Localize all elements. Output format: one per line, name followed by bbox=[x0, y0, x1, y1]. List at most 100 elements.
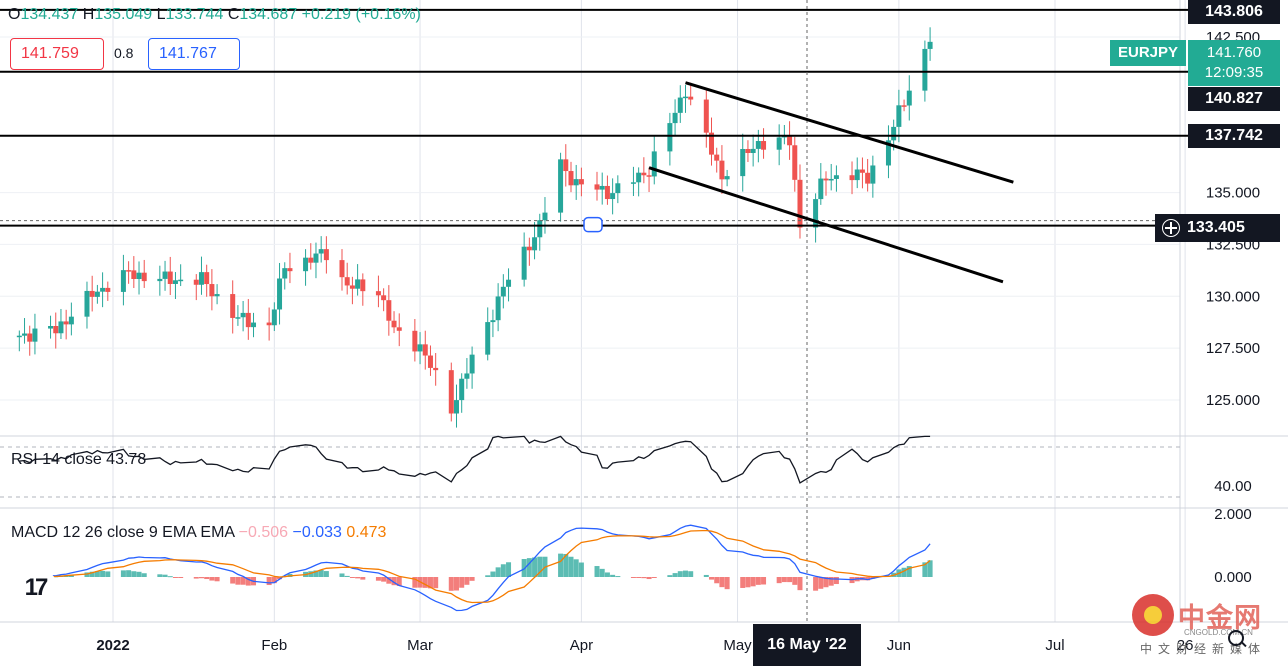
macd-histogram-bar bbox=[100, 570, 106, 577]
price-tick-label: 127.500 bbox=[1206, 340, 1260, 357]
macd-histogram-bar bbox=[526, 558, 532, 577]
candle-body bbox=[641, 172, 647, 176]
candle-body bbox=[27, 333, 33, 342]
macd-histogram-bar bbox=[235, 577, 241, 585]
macd-histogram-bar bbox=[360, 577, 366, 580]
candle-body bbox=[355, 279, 361, 289]
macd-histogram-bar bbox=[719, 577, 725, 588]
macd-tick-label: 2.000 bbox=[1214, 506, 1252, 523]
watermark: 中金网 CNGOLD.COM.CN 中文财经新媒体 bbox=[1132, 594, 1284, 660]
macd-histogram-bar bbox=[615, 576, 621, 578]
tradingview-logo-icon[interactable]: 17 bbox=[12, 570, 58, 606]
candle-body bbox=[787, 135, 793, 146]
last-price-value: 141.760 bbox=[1206, 44, 1262, 61]
rsi-tick-label: 40.00 bbox=[1214, 478, 1252, 495]
candle-body bbox=[240, 312, 246, 318]
macd-histogram-bar bbox=[813, 577, 819, 591]
candle-body bbox=[136, 272, 142, 279]
candle-body bbox=[48, 326, 54, 329]
candle-body bbox=[105, 287, 111, 292]
candle-body bbox=[287, 268, 293, 272]
macd-histogram-bar bbox=[823, 577, 829, 588]
sell-button[interactable]: 141.759 bbox=[10, 38, 104, 70]
macd-tick-label: 0.000 bbox=[1214, 569, 1252, 586]
candle-body bbox=[610, 193, 616, 200]
candle-body bbox=[823, 178, 829, 181]
candle-body bbox=[433, 367, 439, 371]
macd-histogram-bar bbox=[162, 574, 168, 577]
candle-body bbox=[828, 178, 834, 181]
macd-histogram-bar bbox=[787, 577, 793, 583]
candle-body bbox=[178, 279, 184, 282]
candle-body bbox=[896, 105, 902, 127]
candle-body bbox=[558, 159, 564, 213]
candle-body bbox=[506, 279, 512, 287]
candle-body bbox=[636, 172, 642, 183]
candle-body bbox=[469, 354, 475, 374]
macd-histogram-bar bbox=[573, 559, 579, 577]
candle-body bbox=[750, 148, 756, 154]
high-value: 135.049 bbox=[94, 6, 153, 23]
ohlc-legend: O134.437 H135.049 L133.744 C134.687 +0.2… bbox=[8, 6, 421, 23]
candle-body bbox=[927, 41, 933, 49]
candle-body bbox=[532, 237, 538, 251]
macd-histogram-bar bbox=[355, 577, 361, 579]
macd-histogram-bar bbox=[922, 562, 928, 577]
candle-body bbox=[891, 126, 897, 141]
macd-histogram-bar bbox=[230, 577, 236, 584]
candle-body bbox=[313, 253, 319, 263]
rsi-value: 43.78 bbox=[106, 451, 147, 468]
macd-histogram-bar bbox=[714, 577, 720, 584]
time-axis-label: May bbox=[723, 637, 752, 654]
macd-histogram-bar bbox=[172, 577, 178, 578]
candle-body bbox=[526, 246, 532, 251]
macd-histogram-bar bbox=[386, 577, 392, 584]
time-axis-label: Mar bbox=[407, 637, 433, 654]
candle-body bbox=[391, 320, 397, 328]
change-value: +0.219 (+0.16%) bbox=[301, 6, 421, 23]
macd-histogram-bar bbox=[240, 577, 246, 585]
macd-histogram-bar bbox=[422, 577, 428, 588]
macd-histogram-bar bbox=[745, 577, 751, 588]
macd-histogram-bar bbox=[178, 577, 184, 578]
candle-body bbox=[120, 270, 126, 292]
candle-body bbox=[235, 317, 241, 319]
candle-body bbox=[204, 272, 210, 285]
macd-histogram-bar bbox=[703, 574, 709, 577]
candle-body bbox=[58, 321, 64, 334]
candle-body bbox=[885, 140, 891, 166]
buy-button[interactable]: 141.767 bbox=[148, 38, 240, 70]
candle-body bbox=[719, 160, 725, 180]
search-icon[interactable] bbox=[1228, 630, 1244, 646]
candle-body bbox=[84, 290, 90, 317]
candle-body bbox=[422, 344, 428, 356]
candle-body bbox=[230, 294, 236, 318]
candle-body bbox=[198, 272, 204, 285]
macd-histogram-bar bbox=[490, 571, 496, 577]
countdown-value: 12:09:35 bbox=[1204, 64, 1264, 81]
macd-line-value: −0.033 bbox=[292, 524, 342, 541]
macd-histogram-bar bbox=[828, 577, 834, 586]
candle-body bbox=[818, 178, 824, 200]
candle-body bbox=[266, 322, 272, 326]
candle-body bbox=[396, 327, 402, 331]
candle-body bbox=[854, 169, 860, 181]
macd-histogram-bar bbox=[563, 553, 569, 577]
macd-histogram-bar bbox=[323, 571, 329, 577]
macd-histogram-bar bbox=[136, 571, 142, 577]
candle-body bbox=[521, 246, 527, 280]
macd-histogram-bar bbox=[68, 574, 74, 577]
candle-body bbox=[490, 320, 496, 323]
macd-hist-value: −0.506 bbox=[238, 524, 289, 541]
candle-body bbox=[646, 175, 652, 177]
add-plus-icon[interactable] bbox=[1162, 219, 1180, 237]
candle-body bbox=[849, 175, 855, 181]
macd-line bbox=[19, 524, 931, 612]
macd-histogram-bar bbox=[266, 577, 272, 586]
macd-histogram-bar bbox=[453, 577, 459, 591]
crosshair-price-label[interactable]: 133.405 bbox=[1155, 214, 1280, 242]
macd-histogram-bar bbox=[906, 566, 912, 577]
candle-body bbox=[615, 183, 621, 194]
macd-histogram-bar bbox=[396, 577, 402, 587]
